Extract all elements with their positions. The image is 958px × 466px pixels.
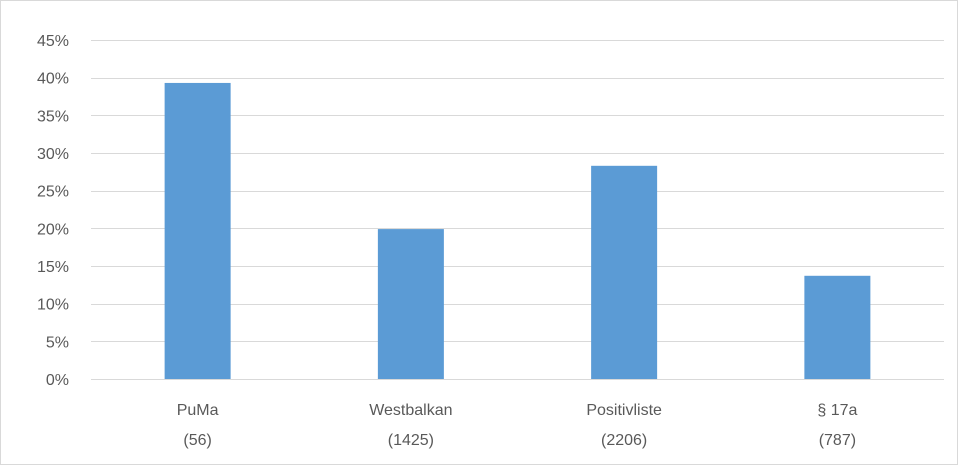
y-tick-label: 40% <box>37 71 69 88</box>
x-category-count-label: (2206) <box>601 432 647 449</box>
bar <box>164 82 231 379</box>
y-tick-label: 20% <box>37 221 69 238</box>
x-category-label: Positivliste <box>586 402 662 419</box>
y-tick-label: 10% <box>37 297 69 314</box>
y-tick-label: 5% <box>46 334 69 351</box>
y-tick-label: 0% <box>46 372 69 389</box>
bar <box>591 165 658 379</box>
x-category-count-label: (787) <box>819 432 856 449</box>
x-category-label: PuMa <box>177 402 219 419</box>
y-tick-label: 35% <box>37 108 69 125</box>
bar <box>804 275 871 379</box>
y-tick-label: 15% <box>37 259 69 276</box>
x-category-label: Westbalkan <box>369 402 452 419</box>
x-category-count-label: (56) <box>183 432 211 449</box>
y-tick-label: 25% <box>37 184 69 201</box>
x-category-label: § 17a <box>817 402 857 419</box>
y-tick-label: 30% <box>37 146 69 163</box>
x-category-count-label: (1425) <box>388 432 434 449</box>
bar <box>377 229 444 379</box>
y-tick-label: 45% <box>37 33 69 50</box>
